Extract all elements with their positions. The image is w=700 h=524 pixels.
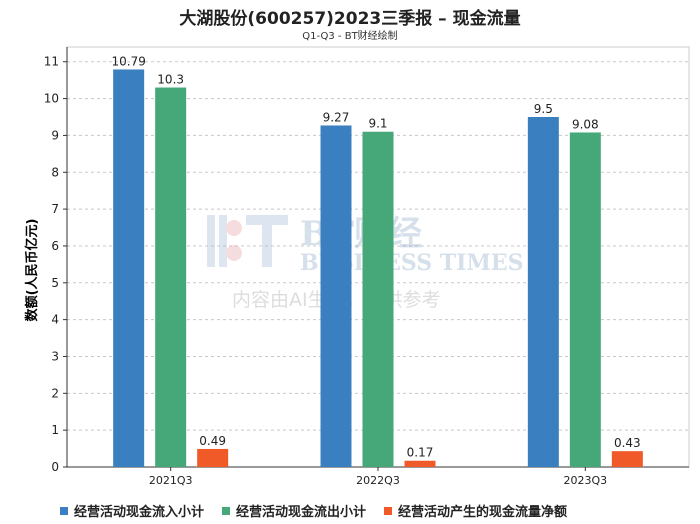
data-label: 9.5: [534, 102, 553, 116]
legend-swatch: [222, 506, 231, 515]
legend-label: 经营活动现金流出小计: [236, 505, 367, 520]
y-axis-label: 数额(人民币亿元): [24, 219, 40, 322]
bar: [113, 69, 145, 467]
y-tick-label: 8: [51, 165, 59, 179]
y-tick-label: 11: [44, 55, 59, 69]
data-label: 0.49: [199, 434, 226, 448]
bar: [569, 132, 601, 467]
y-tick-label: 3: [51, 349, 59, 363]
data-label: 10.79: [111, 54, 145, 68]
y-tick-label: 0: [51, 460, 59, 474]
legend-label: 经营活动现金流入小计: [74, 505, 205, 520]
y-tick-label: 2: [51, 386, 59, 400]
bar: [197, 448, 229, 467]
watermark-brand: BT财经: [300, 214, 422, 254]
bars: [113, 69, 643, 468]
data-label: 9.08: [572, 117, 599, 131]
x-tick-label: 2023Q3: [564, 474, 608, 487]
bar: [362, 131, 394, 467]
legend: 经营活动现金流入小计 经营活动现金流出小计 经营活动产生的现金流量净额: [60, 501, 567, 520]
bar: [320, 125, 352, 467]
data-label: 9.27: [323, 110, 350, 124]
y-tick-label: 5: [51, 276, 59, 290]
y-tick-label: 7: [51, 202, 59, 216]
chart-title: 大湖股份(600257)2023三季报 – 现金流量: [179, 9, 521, 29]
legend-swatch: [384, 506, 393, 515]
data-label: 0.17: [407, 446, 434, 460]
y-tick-label: 6: [51, 239, 59, 253]
chart-subtitle: Q1-Q3 - BT财经绘制: [302, 31, 398, 42]
legend-swatch: [60, 506, 68, 515]
x-tick-label: 2021Q3: [149, 474, 193, 487]
y-tick-label: 1: [51, 423, 59, 437]
legend-item-outflow: 经营活动现金流出小计: [222, 501, 366, 520]
y-tick-label: 9: [51, 128, 59, 142]
data-labels: 10.79 10.3 0.49 9.27 9.1 0.17 9.5 9.08 0.43: [111, 54, 640, 459]
axes: 0 1 2 3 4 5 6 7 8 9 10 11 2021Q3 2022Q3 2023Q3: [44, 47, 689, 487]
x-tick-label: 2022Q3: [356, 474, 400, 487]
bar: [155, 87, 187, 468]
y-tick-label: 10: [44, 92, 59, 106]
y-tick-label: 4: [51, 313, 59, 327]
data-label: 9.1: [368, 117, 387, 131]
data-label: 10.3: [157, 73, 184, 87]
bar: [611, 451, 643, 467]
legend-item-inflow: 经营活动现金流入小计: [60, 501, 204, 520]
data-label: 0.43: [614, 436, 641, 450]
legend-label: 经营活动产生的现金流量净额: [398, 505, 568, 520]
bt-logo-icon: [207, 215, 288, 267]
bar: [404, 460, 436, 467]
bar: [527, 117, 559, 467]
legend-item-net: 经营活动产生的现金流量净额: [384, 501, 567, 520]
